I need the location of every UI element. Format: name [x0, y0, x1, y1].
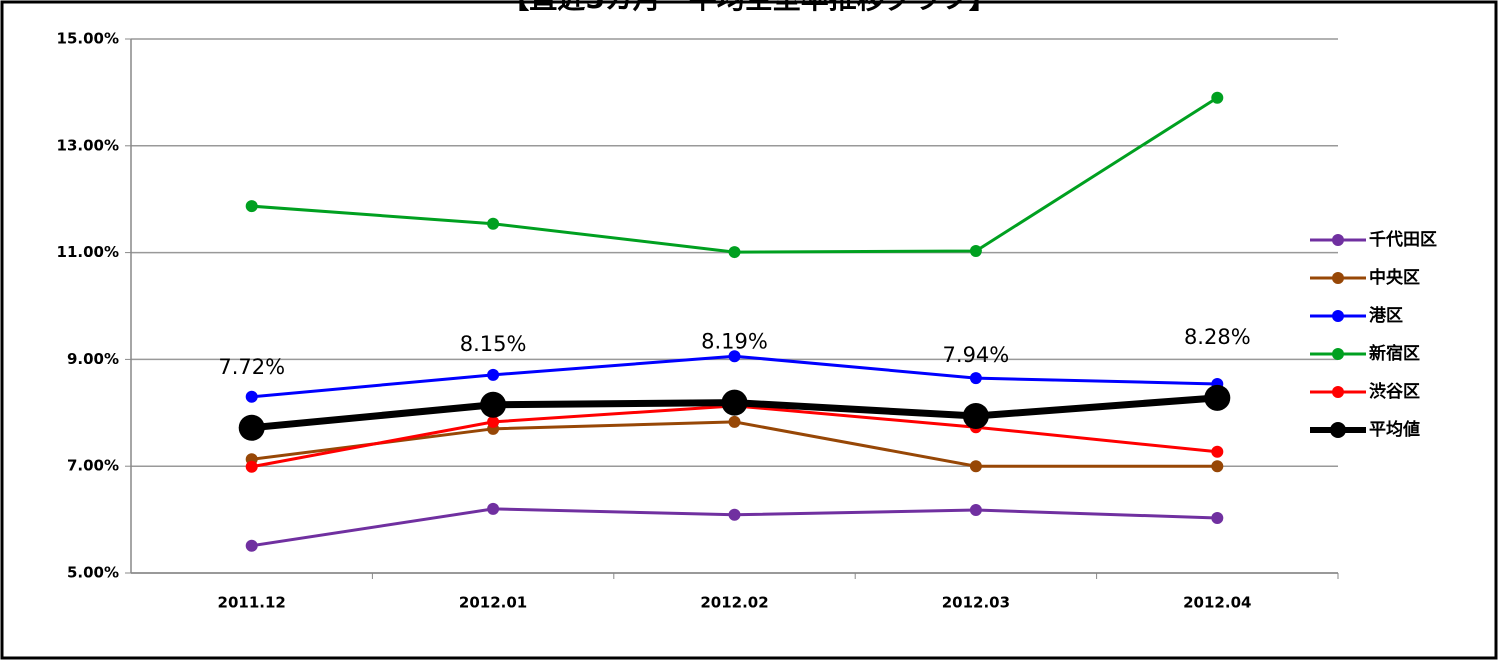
data-point	[728, 508, 741, 521]
data-point	[487, 502, 500, 515]
legend-marker	[1332, 348, 1344, 360]
data-point	[1211, 511, 1224, 524]
legend-label: 港区	[1369, 305, 1403, 326]
data-point	[962, 403, 989, 430]
data-point	[245, 460, 258, 473]
legend-marker	[1332, 234, 1344, 246]
data-point	[480, 391, 507, 418]
y-tick-label: 15.00%	[57, 30, 119, 48]
legend-label: 平均値	[1369, 419, 1420, 440]
legend-label: 渋谷区	[1369, 381, 1420, 402]
y-tick-label: 5.00%	[67, 564, 119, 582]
data-point	[721, 389, 748, 416]
data-point	[1211, 91, 1224, 104]
x-tick-label: 2012.04	[1183, 594, 1251, 612]
x-tick-label: 2012.01	[459, 594, 527, 612]
data-label: 8.28%	[1184, 325, 1251, 349]
legend-marker	[1330, 422, 1346, 438]
legend-label: 新宿区	[1369, 343, 1420, 364]
data-point	[728, 246, 741, 259]
chart-title: 【直近5カ月 平均空室率推移グラフ】	[501, 0, 997, 15]
y-tick-label: 11.00%	[57, 243, 119, 261]
data-label: 7.72%	[218, 355, 285, 379]
legend-marker	[1332, 386, 1344, 398]
data-label: 7.94%	[943, 343, 1010, 367]
x-tick-label: 2012.03	[942, 594, 1010, 612]
data-point	[969, 372, 982, 385]
series-line	[251, 96, 1219, 254]
legend-label: 千代田区	[1369, 229, 1437, 250]
x-tick-label: 2011.12	[218, 594, 286, 612]
data-point	[245, 539, 258, 552]
series-line	[251, 420, 1218, 468]
data-label: 8.15%	[460, 332, 527, 356]
data-point	[487, 368, 500, 381]
legend-marker	[1332, 310, 1344, 322]
data-point	[969, 244, 982, 257]
data-point	[245, 200, 258, 213]
data-point	[1211, 445, 1224, 458]
data-point	[238, 414, 265, 441]
data-point	[969, 503, 982, 516]
data-point	[1211, 460, 1224, 473]
y-tick-label: 9.00%	[67, 350, 119, 368]
data-point	[1204, 384, 1231, 411]
data-point	[487, 415, 500, 428]
y-tick-label: 13.00%	[57, 136, 119, 154]
data-point	[487, 217, 500, 230]
data-point	[969, 460, 982, 473]
data-label: 8.19%	[701, 330, 768, 354]
data-point	[245, 390, 258, 403]
data-point	[728, 350, 741, 363]
legend-marker	[1332, 272, 1344, 284]
data-point	[728, 415, 741, 428]
x-tick-label: 2012.02	[700, 594, 768, 612]
y-tick-label: 7.00%	[67, 457, 119, 475]
legend-label: 中央区	[1369, 267, 1420, 288]
